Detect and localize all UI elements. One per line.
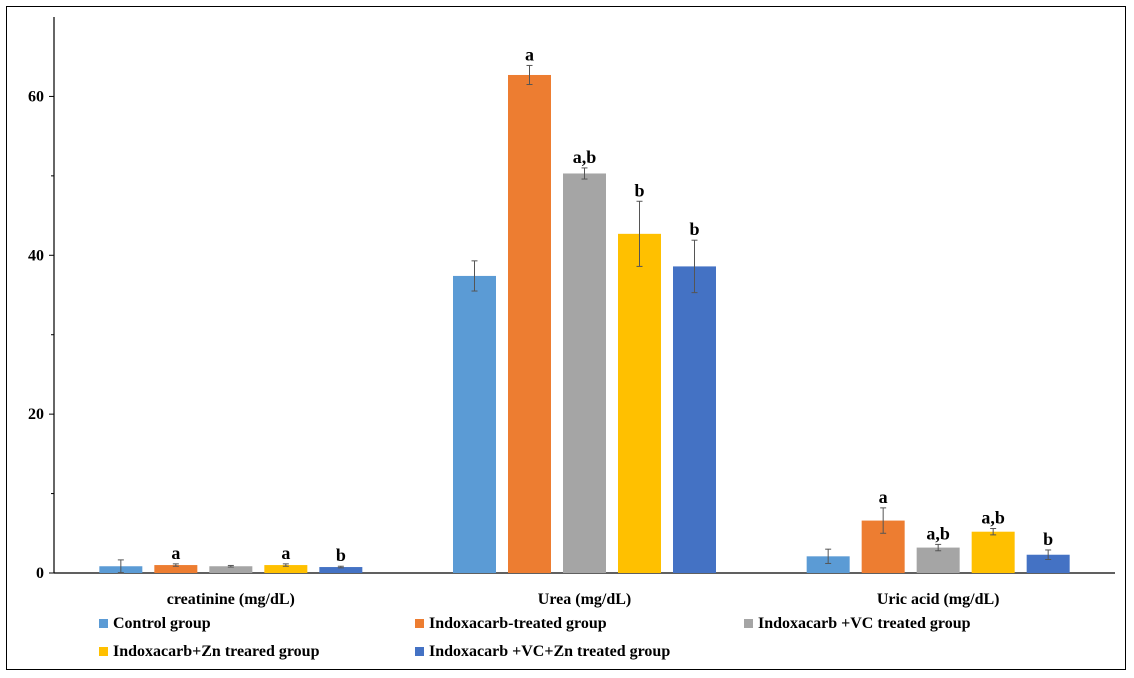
bar <box>453 275 496 573</box>
bar <box>673 266 716 573</box>
significance-label: b <box>689 219 699 239</box>
legend-label: Indoxacarb-treated group <box>429 615 607 632</box>
chart-frame: 0 20 40 60 a a b creatinine (mg/dL) a a,b b b Urea (… <box>6 6 1126 670</box>
bar <box>806 556 850 573</box>
legend-swatch <box>415 647 424 656</box>
bar <box>264 565 308 573</box>
significance-label: a,b <box>573 147 597 167</box>
bar <box>563 173 606 573</box>
bar <box>971 531 1015 573</box>
x-category-label: Urea (mg/dL) <box>538 591 631 608</box>
y-tick-label: 0 <box>36 565 44 582</box>
bar <box>618 233 661 573</box>
bar <box>209 566 253 573</box>
significance-label: b <box>634 180 644 200</box>
bar <box>154 565 198 573</box>
legend-label: Indoxacarb +VC+Zn treated group <box>429 643 670 660</box>
legend-swatch <box>415 619 424 628</box>
significance-label: a <box>525 44 534 64</box>
x-category-label: creatinine (mg/dL) <box>167 591 295 608</box>
legend-label: Indoxacarb+Zn treared group <box>113 643 320 660</box>
y-tick-label: 40 <box>28 247 44 264</box>
significance-label: a <box>879 487 888 507</box>
significance-label: a,b <box>926 523 950 543</box>
legend-label: Control group <box>113 615 211 632</box>
bar <box>1026 554 1070 573</box>
bar-chart: 0 20 40 60 a a b creatinine (mg/dL) a a,b b b Urea (… <box>28 17 1115 660</box>
legend-swatch <box>99 619 108 628</box>
bar <box>916 547 960 573</box>
y-tick-label: 20 <box>28 406 44 423</box>
bar <box>319 567 363 573</box>
significance-label: b <box>1043 529 1053 549</box>
legend-label: Indoxacarb +VC treated group <box>758 615 971 632</box>
significance-label: a,b <box>981 508 1005 528</box>
significance-label: b <box>336 545 346 565</box>
legend-swatch <box>744 619 753 628</box>
bar <box>508 74 551 574</box>
x-category-label: Uric acid (mg/dL) <box>877 591 1000 608</box>
significance-label: a <box>171 543 180 563</box>
significance-label: a <box>281 543 290 563</box>
legend-swatch <box>99 647 108 656</box>
y-tick-label: 60 <box>28 88 44 105</box>
